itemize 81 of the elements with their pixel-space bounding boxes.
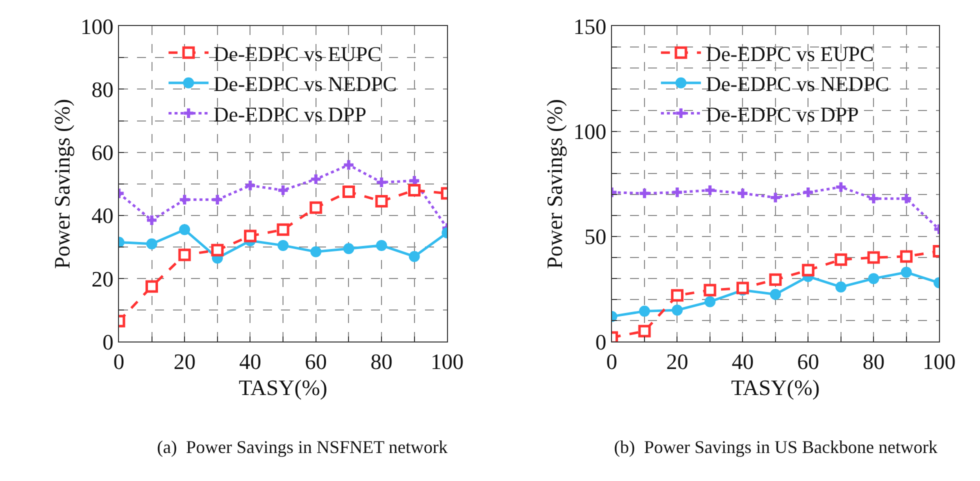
x-tick-label: 100 <box>922 349 956 374</box>
legend-label: De-EDPC vs DPP <box>214 102 366 126</box>
point <box>770 288 781 300</box>
x-tick-label: 20 <box>666 349 688 374</box>
x-axis-title: TASY(%) <box>238 374 328 400</box>
y-tick-label: 60 <box>92 140 114 166</box>
y-tick-label: 100 <box>573 119 606 144</box>
x-tick-label: 100 <box>430 349 464 374</box>
point <box>146 215 157 225</box>
legend-label: De-EDPC vs NEDPC <box>214 72 397 96</box>
point <box>640 188 650 198</box>
point <box>178 248 191 262</box>
point <box>408 250 420 262</box>
point <box>276 223 290 236</box>
point <box>278 185 288 196</box>
point <box>672 188 682 198</box>
text: (a) Power Savings in NSFNET network <box>157 437 448 457</box>
x-tick-label: 40 <box>732 349 754 374</box>
x-tick-label: 80 <box>370 349 393 374</box>
point <box>738 188 748 198</box>
point <box>902 194 912 204</box>
legend-label: De-EDPC vs DPP <box>706 102 859 126</box>
point <box>244 230 256 242</box>
x-tick-label: 60 <box>304 349 327 374</box>
x-axis-title: TASY(%) <box>731 374 820 400</box>
point <box>670 289 684 302</box>
point <box>375 195 388 208</box>
point <box>868 273 880 284</box>
y-tick-label: 40 <box>92 203 114 228</box>
point <box>769 273 782 286</box>
point <box>704 284 716 296</box>
point <box>868 194 878 204</box>
text: (b) Power Savings in US Backbone network <box>614 437 938 457</box>
point <box>180 194 190 204</box>
point <box>343 243 354 254</box>
point <box>311 174 321 184</box>
x-tick-label: 60 <box>797 349 820 374</box>
point <box>179 224 190 236</box>
point <box>342 186 355 198</box>
legend-label: De-EDPC vs NEDPC <box>706 72 890 96</box>
y-tick-label: 0 <box>102 329 114 354</box>
point <box>211 244 224 256</box>
point <box>672 304 683 316</box>
y-tick-label: 20 <box>92 266 114 292</box>
point <box>146 280 158 293</box>
point <box>900 266 912 278</box>
point <box>639 306 650 317</box>
point <box>245 180 256 190</box>
point <box>310 246 322 258</box>
point <box>408 184 421 196</box>
x-tick-label: 80 <box>862 349 885 374</box>
y-axis-title: Power Savings (%) <box>542 98 568 269</box>
legend-label: De-EDPC vs EUPC <box>214 42 382 66</box>
point <box>146 238 158 250</box>
point <box>310 201 322 214</box>
y-tick-label: 0 <box>595 329 606 354</box>
point <box>376 178 386 188</box>
point <box>212 194 222 204</box>
y-axis-title: Power Savings (%) <box>49 98 74 269</box>
point <box>344 160 354 170</box>
y-tick-label: 100 <box>80 14 114 39</box>
x-tick-label: 20 <box>174 349 196 374</box>
point <box>736 282 749 294</box>
point <box>278 240 289 251</box>
point <box>770 192 780 202</box>
y-tick-label: 80 <box>92 76 114 102</box>
point <box>802 264 814 276</box>
point <box>638 324 651 338</box>
point <box>867 251 880 264</box>
point <box>704 296 716 308</box>
point <box>836 182 846 192</box>
point <box>835 281 846 292</box>
y-tick-label: 50 <box>584 224 606 250</box>
point <box>803 188 813 198</box>
point <box>900 250 913 263</box>
point <box>834 253 848 266</box>
legend-label: De-EDPC vs EUPC <box>706 42 874 66</box>
y-tick-label: 150 <box>573 14 606 39</box>
point <box>376 240 388 251</box>
point <box>705 185 715 196</box>
x-tick-label: 40 <box>239 349 262 374</box>
